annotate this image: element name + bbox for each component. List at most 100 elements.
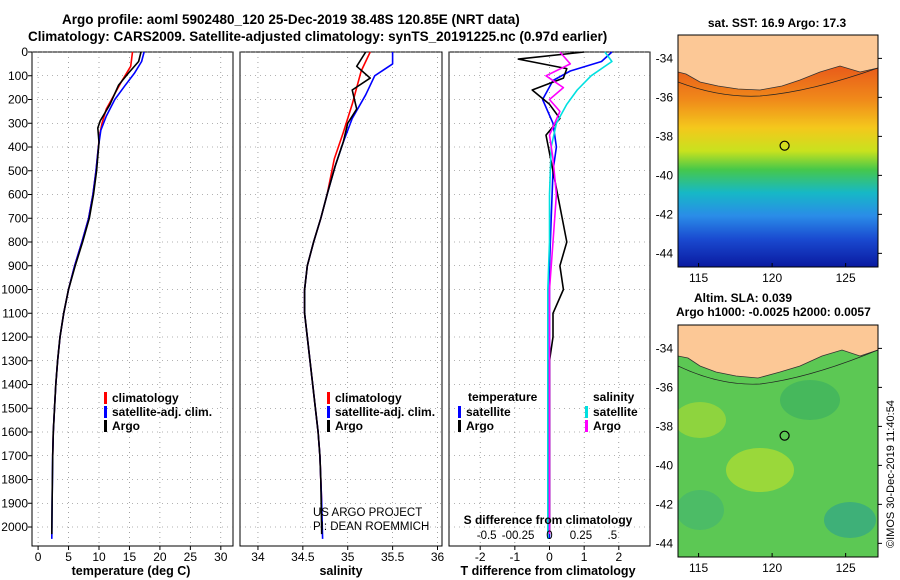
figure-title-line2: Climatology: CARS2009. Satellite-adjuste…: [28, 29, 608, 44]
y-tick-label: 1100: [2, 306, 28, 320]
legend-swatch-s-argo: [585, 420, 588, 432]
difference-xlabel: T difference from climatology: [460, 564, 635, 578]
salinity-panel: [239, 51, 443, 547]
legend-label-argo: Argo: [112, 419, 140, 433]
y-tick-label: 400: [8, 140, 28, 154]
x-tick-label: 34: [251, 550, 265, 564]
x-tick-label: -1: [510, 550, 521, 564]
map-x-tick-label: 115: [689, 271, 708, 285]
y-tick-label: 600: [8, 188, 28, 202]
legend-swatch-satellite: [327, 406, 330, 418]
salinity-xlabel: salinity: [319, 564, 362, 578]
x-tick-label: 25: [184, 550, 198, 564]
legend-label-s-satellite: satellite: [593, 405, 638, 419]
float-position-marker: [779, 140, 790, 151]
legend-swatch-t-satellite: [458, 406, 461, 418]
map1-title: sat. SST: 16.9 Argo: 17.3: [708, 16, 847, 30]
map1-frame: [677, 34, 879, 268]
map-x-tick-label: 120: [762, 271, 782, 285]
land-mass: [678, 35, 878, 91]
legend-label-t-satellite: satellite: [466, 405, 511, 419]
x-tick-label: 20: [153, 550, 167, 564]
y-tick-label: 1800: [1, 473, 28, 487]
credit-project: US ARGO PROJECT: [313, 507, 422, 519]
y-tick-label: 1400: [1, 378, 28, 392]
temperature-xlabel: temperature (deg C): [72, 564, 191, 578]
map2-title-line2: Argo h1000: -0.0025 h2000: 0.0057: [676, 305, 871, 319]
map-x-tick-label: 115: [689, 561, 708, 575]
sla-patch: [726, 448, 794, 492]
y-tick-label: 200: [8, 93, 28, 107]
legend-swatch-t-argo: [458, 420, 461, 432]
map-y-tick-label: -34: [656, 341, 674, 355]
x-tick-label: 2: [615, 550, 622, 564]
y-tick-label: 1600: [1, 425, 28, 439]
x-tick-label: 15: [123, 550, 137, 564]
sla-patch: [678, 402, 726, 438]
legend-swatch-climatology: [104, 392, 107, 404]
legend-label-argo: Argo: [335, 419, 363, 433]
salinity-tick-label: .5: [608, 530, 618, 542]
credit-pi: PI: DEAN ROEMMICH: [313, 521, 429, 533]
difference-xlabel-top: S difference from climatology: [464, 513, 633, 527]
map2-frame: [677, 324, 879, 558]
map-y-tick-label: -36: [656, 380, 674, 394]
shelf-contour: [678, 67, 878, 97]
x-tick-label: 35.5: [381, 550, 405, 564]
y-tick-label: 700: [8, 211, 28, 225]
map-x-tick-label: 125: [836, 561, 856, 575]
temperature-panel: [31, 51, 234, 547]
figure-title-line1: Argo profile: aoml 5902480_120 25-Dec-20…: [62, 12, 520, 27]
legend-label-s-argo: Argo: [593, 419, 621, 433]
x-tick-label: 5: [65, 550, 72, 564]
legend-label-climatology: climatology: [112, 391, 179, 405]
map-x-tick-label: 120: [762, 561, 782, 575]
y-tick-label: 300: [8, 116, 28, 130]
series-line-argo: [303, 51, 372, 535]
y-tick-label: 900: [8, 259, 28, 273]
legend-label-climatology: climatology: [335, 391, 402, 405]
salinity-tick-label: 0.25: [570, 530, 592, 542]
x-tick-label: -2: [475, 550, 486, 564]
x-tick-label: 1: [581, 550, 588, 564]
y-tick-label: 1700: [1, 449, 28, 463]
legend-label-satellite: satellite-adj. clim.: [112, 405, 212, 419]
legend-title-salinity: salinity: [593, 390, 635, 404]
legend-swatch-argo: [104, 420, 107, 432]
land-mass: [678, 325, 878, 379]
legend-label-satellite: satellite-adj. clim.: [335, 405, 435, 419]
y-tick-label: 2000: [1, 520, 28, 534]
map-ticks: 115 120 125 -34 -36 -38 -40 -42 -44 115 120 125 -34 -…: [656, 51, 882, 575]
y-tick-label: 1900: [1, 496, 28, 510]
map-y-tick-label: -34: [656, 51, 674, 65]
series-line-salinity-argo: [545, 51, 572, 535]
salinity-legend: climatology satellite-adj. clim. Argo: [327, 391, 435, 433]
x-tick-label: 35: [341, 550, 355, 564]
series-layer: [51, 51, 613, 539]
y-tick-label: 1000: [1, 283, 28, 297]
map-y-tick-label: -42: [656, 207, 674, 221]
y-tick-label: 100: [8, 69, 28, 83]
x-tick-label: 10: [92, 550, 106, 564]
map-y-tick-label: -42: [656, 497, 674, 511]
sst-map: [678, 35, 878, 267]
series-line-argo: [51, 51, 142, 535]
sla-patch: [678, 490, 724, 530]
y-tick-label: 1200: [1, 330, 28, 344]
shelf-contour: [678, 349, 878, 385]
map-y-tick-label: -40: [656, 168, 674, 182]
sla-map: [678, 325, 878, 557]
x-tick-label: 36: [431, 550, 445, 564]
float-position-marker: [779, 430, 790, 441]
legend-swatch-argo: [327, 420, 330, 432]
map-x-tick-label: 125: [836, 271, 856, 285]
legend-title-temperature: temperature: [468, 390, 538, 404]
map-y-tick-label: -36: [656, 90, 674, 104]
x-tick-label: 34.5: [291, 550, 315, 564]
map-y-tick-label: -38: [656, 129, 674, 143]
sla-patch: [780, 380, 840, 420]
salinity-tick-label: 0: [546, 530, 552, 542]
tick-layer: 0 5 10 15 20 25 300100200300400500600700800900…: [1, 45, 622, 564]
legend-swatch-satellite: [104, 406, 107, 418]
